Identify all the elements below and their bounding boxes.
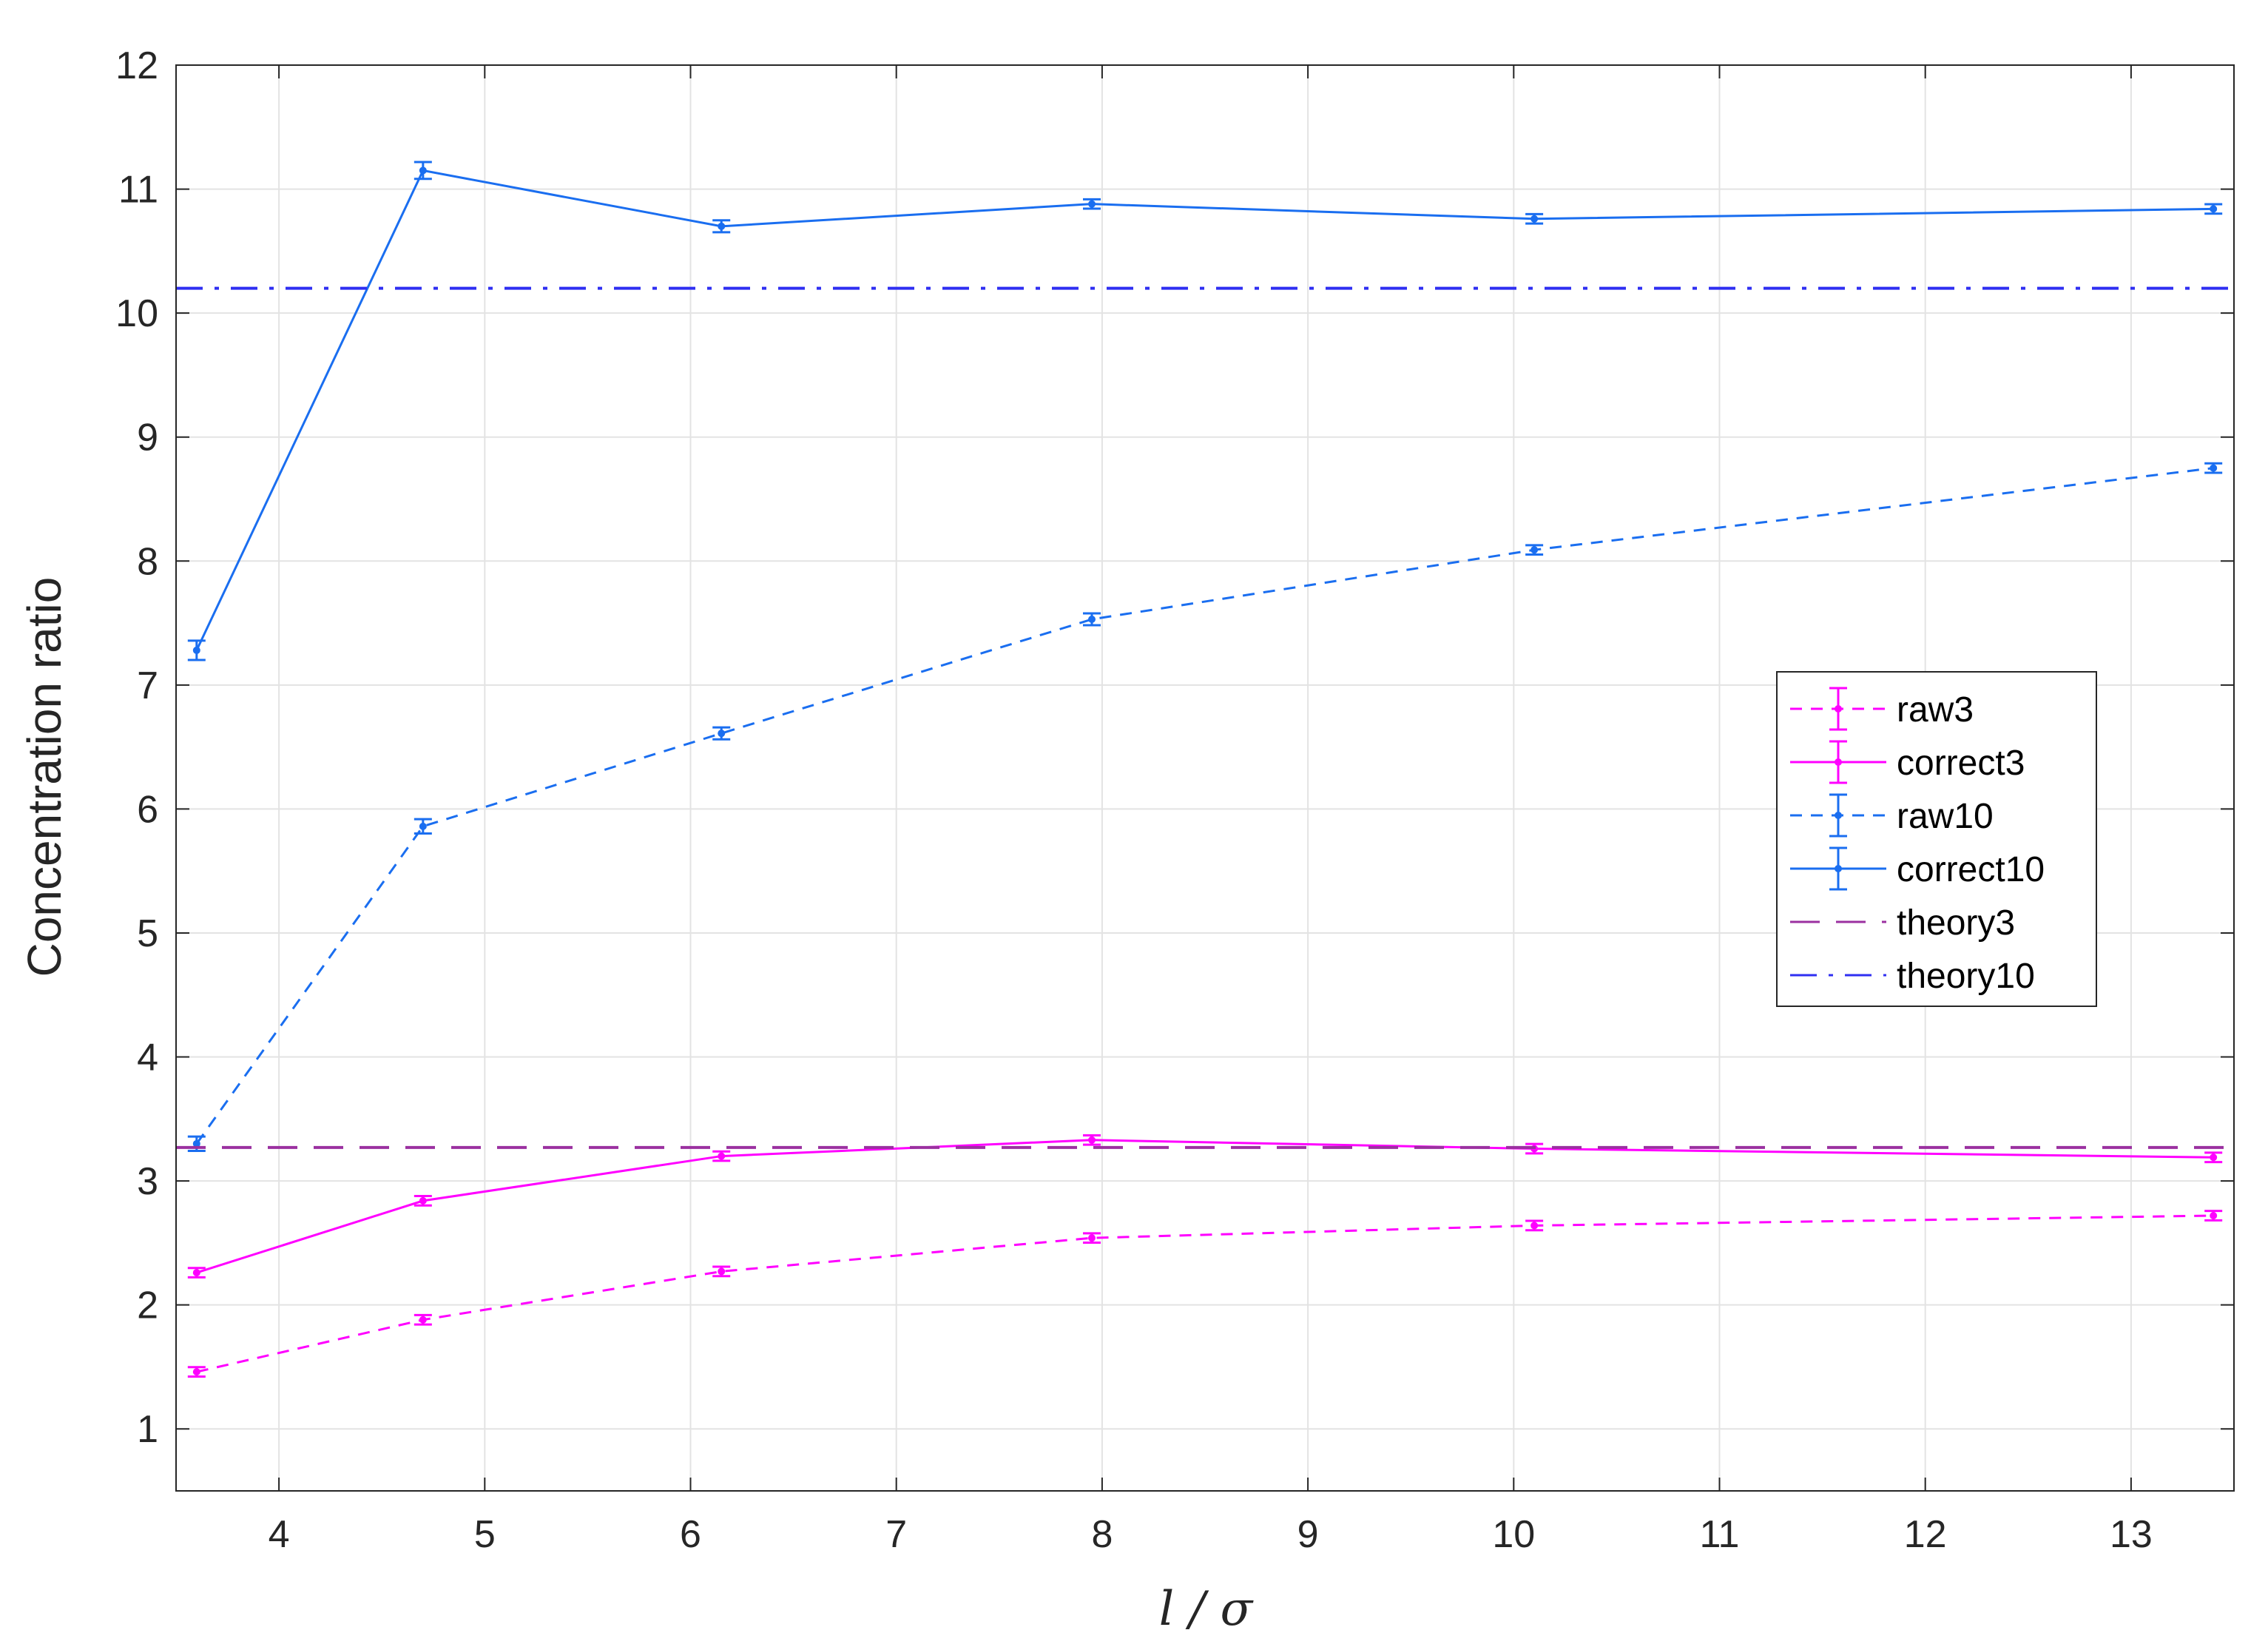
x-tick-label: 7 (885, 1513, 907, 1556)
data-point-correct3 (1087, 1136, 1096, 1144)
legend-marker (1835, 865, 1842, 872)
x-tick-label: 6 (680, 1513, 701, 1556)
legend: raw3 correct3 raw10 correct10 theory3 theory1… (1776, 671, 2097, 1007)
data-point-raw10 (2210, 464, 2218, 472)
y-tick-label: 11 (118, 169, 158, 212)
y-tick-label: 5 (137, 912, 158, 955)
data-point-correct3 (419, 1196, 427, 1205)
line-raw10 (195, 467, 2214, 1145)
legend-label: correct3 (1897, 744, 2025, 783)
data-point-raw10 (718, 730, 726, 738)
plot-frame (175, 64, 2235, 1492)
y-tick-label: 10 (115, 292, 158, 335)
data-point-raw10 (419, 822, 427, 830)
data-point-raw10 (1530, 546, 1539, 554)
legend-marker (1835, 812, 1842, 819)
legend-entry-correct10: correct10 (1790, 846, 2045, 891)
y-tick-label: 2 (137, 1284, 158, 1327)
data-point-raw3 (1530, 1222, 1539, 1230)
data-point-correct10 (718, 222, 726, 230)
y-tick-label: 6 (137, 788, 158, 831)
data-point-raw3 (2210, 1212, 2218, 1220)
data-point-raw3 (1087, 1234, 1096, 1242)
series-layer (176, 161, 2234, 1378)
legend-label: raw3 (1897, 690, 1974, 730)
data-point-correct10 (419, 166, 427, 175)
y-tick-label: 8 (137, 540, 158, 583)
data-point-correct10 (192, 646, 200, 654)
x-tick-label: 5 (474, 1513, 496, 1556)
data-point-raw10 (1087, 616, 1096, 624)
data-point-correct3 (2210, 1153, 2218, 1162)
x-tick-label: 8 (1091, 1513, 1113, 1556)
series-raw10 (187, 462, 2223, 1153)
legend-box (1776, 671, 2097, 1007)
y-tick-label: 7 (137, 664, 158, 707)
y-tick-label: 3 (137, 1160, 158, 1203)
y-tick-label: 1 (137, 1408, 158, 1451)
legend-entry-correct3: correct3 (1790, 740, 2025, 784)
legend-entry-theory10: theory10 (1790, 957, 2035, 996)
y-tick-label: 12 (115, 44, 158, 87)
line-correct10 (195, 169, 2214, 651)
line-raw3 (196, 1214, 2214, 1373)
x-tick-label: 11 (1700, 1513, 1740, 1556)
y-axis-label: Concentration ratio (18, 577, 71, 977)
data-point-correct10 (2210, 205, 2218, 213)
x-tick-label: 10 (1492, 1513, 1535, 1556)
x-axis-label: l / σ (1159, 1582, 1255, 1637)
legend-entry-raw3: raw3 (1790, 687, 1974, 731)
legend-marker (1835, 758, 1842, 766)
legend-label: theory10 (1897, 957, 2035, 996)
series-correct10 (187, 161, 2223, 661)
legend-entry-theory3: theory3 (1790, 903, 2015, 943)
data-point-correct3 (718, 1152, 726, 1160)
x-tick-label: 4 (269, 1513, 290, 1556)
data-point-raw3 (718, 1267, 726, 1276)
data-point-raw3 (419, 1316, 427, 1324)
line-correct3 (196, 1139, 2214, 1274)
data-point-correct10 (1530, 215, 1539, 223)
legend-label: raw10 (1897, 797, 1994, 836)
x-tick-label: 12 (1904, 1513, 1947, 1556)
legend-marker (1835, 705, 1842, 713)
x-tick-label: 13 (2110, 1513, 2153, 1556)
data-point-raw10 (192, 1139, 200, 1148)
data-point-correct3 (192, 1269, 200, 1277)
legend-entry-raw10: raw10 (1790, 793, 1994, 838)
data-point-correct10 (1087, 200, 1096, 208)
x-tick-label: 9 (1297, 1513, 1319, 1556)
y-tick-label: 4 (137, 1037, 158, 1080)
data-point-raw3 (192, 1368, 200, 1376)
series-correct3 (187, 1134, 2223, 1279)
legend-label: correct10 (1897, 850, 2045, 889)
axes (175, 64, 2235, 1492)
legend-label: theory3 (1897, 903, 2015, 943)
y-tick-label: 9 (137, 417, 158, 459)
series-raw3 (187, 1210, 2223, 1378)
